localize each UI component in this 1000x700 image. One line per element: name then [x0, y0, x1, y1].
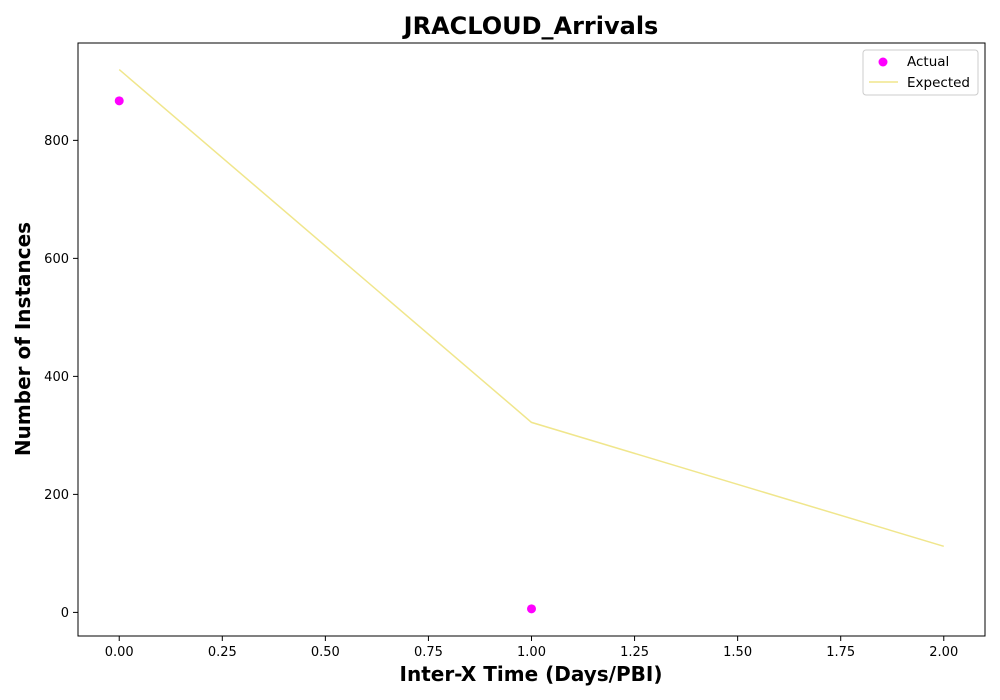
legend-frame: [862, 49, 979, 96]
x-tick-label: 1.75: [826, 645, 855, 660]
y-tick-label: 800: [44, 134, 69, 149]
plot-area: [114, 68, 944, 614]
x-tick-label: 0.75: [414, 645, 443, 660]
data-point-actual: [527, 604, 536, 614]
y-tick-label: 200: [44, 488, 69, 503]
legend: Actual Expected: [862, 49, 979, 96]
x-tick-label: 1.50: [723, 645, 752, 660]
y-tick-label: 400: [44, 370, 69, 385]
axis-ticks: 0.00 0.25 0.50 0.75 1.00 1.25 1.50 1.75 2.00 0 200…: [44, 134, 958, 660]
x-tick-label: 0.50: [311, 645, 340, 660]
x-tick-label: 2.00: [929, 645, 958, 660]
y-axis-label: Number of Instances: [11, 222, 35, 456]
x-tick-label: 1.00: [517, 645, 546, 660]
plot-frame: [77, 42, 986, 637]
x-tick-label: 1.25: [620, 645, 649, 660]
x-tick-label: 0.25: [208, 645, 237, 660]
data-point-actual: [114, 96, 124, 106]
series-line-expected: [118, 68, 944, 548]
legend-actual-label: Actual: [907, 54, 949, 70]
legend-expected-label: Expected: [907, 75, 970, 91]
y-tick-label: 0: [61, 606, 69, 621]
chart-title: JRACLOUD_Arrivals: [402, 12, 659, 40]
x-tick-label: 0.00: [105, 645, 134, 660]
legend-actual-marker: [878, 57, 888, 67]
y-tick-label: 600: [44, 252, 69, 267]
x-axis-label: Inter-X Time (Days/PBI): [400, 662, 663, 686]
